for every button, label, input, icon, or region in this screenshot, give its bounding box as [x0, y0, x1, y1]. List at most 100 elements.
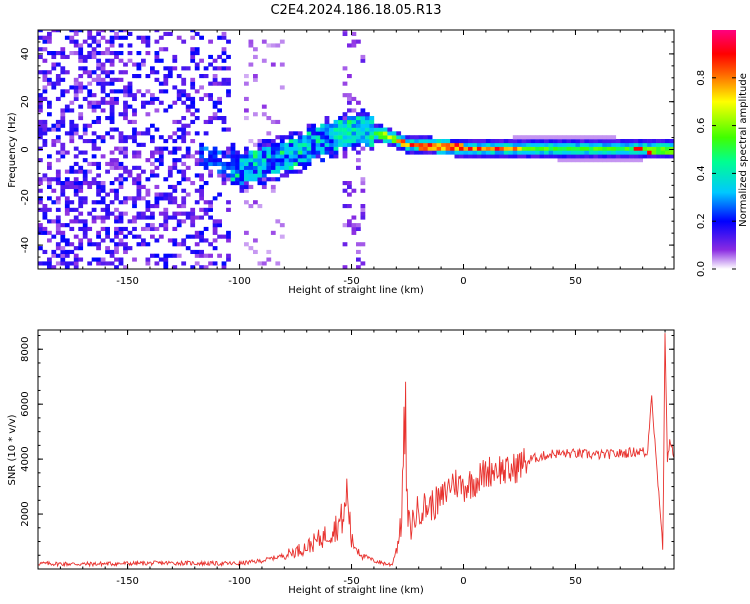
spectrogram-cell	[181, 39, 187, 44]
spectrogram-cell	[172, 119, 178, 125]
spectrogram-cell	[217, 66, 222, 71]
spectrogram-cell	[226, 146, 231, 151]
spectrogram-cell	[351, 31, 357, 37]
spectrogram-cell	[638, 146, 643, 151]
spectrogram-cell	[78, 238, 84, 243]
spectrogram-cell	[517, 154, 522, 159]
spectrogram-cell	[656, 150, 661, 155]
spectrogram-cell	[315, 131, 321, 136]
spectrogram-cell	[69, 51, 75, 56]
spectrogram-cell	[38, 146, 43, 151]
spectrogram-cell	[172, 54, 178, 60]
spectrogram-cell	[248, 165, 254, 170]
spectrogram-cell	[329, 135, 334, 140]
spectrogram-cell	[73, 89, 79, 94]
spectrogram-cell	[253, 169, 258, 174]
spectrogram-cell	[566, 154, 572, 159]
spectrogram-cell	[360, 131, 366, 136]
spectrogram-cell	[221, 119, 227, 125]
spectrogram-cell	[87, 74, 93, 79]
spectrogram-cell	[261, 146, 267, 151]
spectrogram-cell	[270, 62, 276, 67]
spectrogram-cell	[51, 139, 57, 144]
spectrogram-cell	[55, 169, 61, 174]
spectrogram-cell	[127, 31, 133, 37]
spectrogram-cell	[123, 150, 128, 155]
spectrogram-cell	[212, 223, 218, 228]
spectrogram-cell	[261, 181, 267, 186]
spectrogram-cell	[100, 81, 106, 86]
spectrogram-cell	[176, 96, 182, 102]
spectrogram-cell	[199, 196, 204, 201]
spectrogram-cell	[203, 66, 209, 71]
spectrogram-cell	[351, 108, 357, 113]
spectrogram-cell	[468, 139, 473, 144]
spectrogram-cell	[114, 196, 119, 201]
spectrogram-cell	[248, 184, 254, 190]
spectrogram-cell	[526, 150, 531, 155]
spectrogram-cell	[69, 200, 75, 205]
spectrogram-cell	[356, 150, 361, 155]
spectrogram-cell	[266, 146, 272, 151]
spectrogram-cell	[521, 135, 527, 140]
spectrogram-cell	[145, 177, 151, 182]
spectrogram-cell	[96, 246, 101, 251]
spectrogram-cell	[548, 142, 554, 147]
spectrogram-cell	[87, 43, 93, 48]
spectrogram-cell	[158, 35, 164, 40]
spectrogram-cell	[87, 242, 93, 247]
spectrogram-cell	[118, 58, 124, 63]
spectrogram-cell	[73, 77, 79, 82]
spectrogram-cell	[64, 108, 70, 113]
spectrogram-cell	[118, 77, 124, 82]
spectrogram-cell	[365, 131, 370, 136]
spectrogram-cell	[150, 253, 155, 258]
spectrogram-cell	[91, 146, 97, 151]
spectrogram-cell	[244, 177, 249, 182]
spectrogram-cell	[38, 108, 43, 113]
spectrogram-cell	[127, 104, 133, 109]
spectrogram-cell	[248, 39, 254, 44]
spectrogram-cell	[257, 165, 263, 170]
spectrogram-cell	[365, 116, 370, 121]
spectrogram-cell	[333, 139, 339, 144]
spectrogram-cell	[141, 93, 146, 98]
spectrogram-cell	[132, 196, 137, 201]
spectrogram-cell	[38, 35, 43, 40]
spectrogram-cell	[199, 158, 204, 163]
spectrogram-cell	[190, 181, 196, 186]
spectrogram-cell	[154, 196, 160, 201]
spectrogram-cell	[432, 142, 437, 147]
spectrogram-cell	[633, 150, 639, 155]
spectrogram-cell	[400, 142, 406, 147]
spectrogram-cell	[176, 242, 182, 247]
spectrogram-cell	[266, 249, 272, 255]
spectrogram-cell	[338, 135, 343, 140]
spectrogram-cell	[279, 154, 285, 159]
spectrogram-cell	[64, 204, 70, 209]
spectrogram-cell	[212, 196, 218, 201]
spectrogram-cell	[365, 139, 370, 144]
spectrogram-cell	[91, 181, 97, 186]
spectrogram-cell	[55, 253, 61, 258]
spectrogram-cell	[42, 249, 48, 255]
spectrogram-cell	[105, 261, 110, 266]
spectrogram-cell	[548, 154, 554, 159]
spectrogram-cell	[235, 165, 240, 170]
spectrogram-cell	[620, 154, 626, 159]
spectrogram-cell	[347, 43, 352, 48]
spectrogram-cell	[190, 223, 196, 228]
spectrogram-cell	[69, 242, 75, 247]
spectrogram-cell	[105, 47, 110, 52]
spectrogram-cell	[87, 54, 93, 60]
spectrogram-cell	[118, 70, 124, 75]
spectrogram-cell	[320, 127, 325, 132]
spectrogram-cell	[208, 116, 213, 121]
spectrogram-cell	[571, 154, 576, 159]
spectrogram-cell	[338, 123, 343, 128]
spectrogram-cell	[64, 211, 70, 216]
spectrogram-cell	[324, 116, 330, 121]
spectrogram-cell	[87, 139, 93, 144]
spectrogram-cell	[127, 58, 133, 63]
spectrogram-cell	[100, 135, 106, 140]
